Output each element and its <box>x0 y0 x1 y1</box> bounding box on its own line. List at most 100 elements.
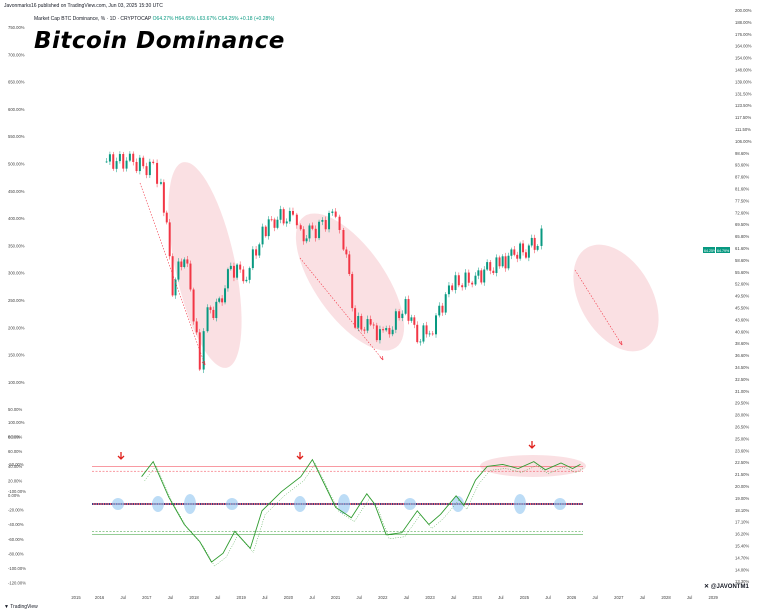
candle-body <box>331 211 334 213</box>
candle-body <box>391 329 394 335</box>
osc-histogram <box>152 496 164 512</box>
osc-zero-dot <box>135 503 137 505</box>
osc-zero-dot <box>353 503 355 505</box>
right-tick-label: 69.50% <box>735 222 749 227</box>
osc-zero-dot <box>130 503 132 505</box>
osc-zero-dot <box>416 503 418 505</box>
candle-body <box>369 319 372 325</box>
candle-body <box>540 228 543 246</box>
candle-body <box>530 237 533 246</box>
osc-zero-dot <box>372 503 374 505</box>
osc-zero-dot <box>272 503 274 505</box>
osc-zero-dot <box>572 503 574 505</box>
candle-body <box>245 279 248 282</box>
candle-body <box>519 243 522 259</box>
candle-body <box>142 157 145 167</box>
candle-body <box>105 161 108 163</box>
osc-zero-dot <box>178 503 180 505</box>
candle-body <box>328 212 331 230</box>
candle-body <box>291 210 294 215</box>
candle-body <box>279 209 282 220</box>
osc-zero-dot <box>444 503 446 505</box>
candle-body <box>168 222 171 257</box>
x-tick-label: 2022 <box>378 595 388 600</box>
right-tick-label: 87.60% <box>735 175 749 180</box>
x-tick-label: 2016 <box>95 595 105 600</box>
oscillator <box>92 441 584 567</box>
osc-zero-dot <box>336 503 338 505</box>
osc-zero-dot <box>248 503 250 505</box>
candle-body <box>428 333 431 335</box>
left-tick-label: 50.00% <box>8 407 22 412</box>
osc-zero-dot <box>128 503 130 505</box>
candle-body <box>311 225 314 229</box>
x-tick-label: 2027 <box>614 595 624 600</box>
candle-body <box>183 259 186 268</box>
osc-zero-dot <box>171 503 173 505</box>
candle-body <box>357 315 360 328</box>
candle-body <box>273 219 276 228</box>
trend-arrow-line <box>139 182 206 366</box>
right-tick-label: 45.50% <box>735 306 749 311</box>
x-tick-label: Jul <box>168 595 173 600</box>
osc-zero-dot <box>197 503 199 505</box>
candle-body <box>363 329 366 331</box>
osc-zero-dot <box>322 503 324 505</box>
candle-body <box>516 254 519 259</box>
candle-body <box>407 299 410 321</box>
osc-zero-dot <box>389 503 391 505</box>
right-tick-label: 25.00% <box>735 436 749 441</box>
osc-zero-dot <box>483 503 485 505</box>
author-handle-text: @JAVONTM1 <box>710 584 749 590</box>
tradingview-icon: ▼ <box>4 604 9 610</box>
osc-zero-dot <box>255 503 257 505</box>
candle-body <box>186 259 189 264</box>
candle-body <box>385 327 388 331</box>
osc-zero-dot <box>358 503 360 505</box>
right-tick-label: 49.50% <box>735 294 749 299</box>
osc-histogram <box>554 498 566 510</box>
candle-body <box>489 262 492 271</box>
right-tick-label: 14.70% <box>735 555 749 560</box>
osc-zero-dot <box>377 503 379 505</box>
x-tick-label: 2024 <box>473 595 483 600</box>
osc-zero-dot <box>576 503 578 505</box>
left-tick-label: 500.00% <box>8 162 25 167</box>
candle-body <box>334 211 337 217</box>
right-tick-label: 21.50% <box>735 472 749 477</box>
right-tick-label: 22.50% <box>735 460 749 465</box>
x-tick-label: 2028 <box>661 595 671 600</box>
osc-zero-dot <box>502 503 504 505</box>
osc-zero-dot <box>281 503 283 505</box>
right-tick-label: 14.00% <box>735 567 749 572</box>
x-tick-label: 2021 <box>331 595 341 600</box>
osc-zero-dot <box>473 503 475 505</box>
tradingview-label: TradingView <box>10 604 38 610</box>
osc-zero-dot <box>375 503 377 505</box>
osc-zero-dot <box>363 503 365 505</box>
osc-zero-dot <box>288 503 290 505</box>
osc-zero-dot <box>384 503 386 505</box>
right-tick-label: 40.60% <box>735 329 749 334</box>
candle-body <box>159 182 162 184</box>
candle-body <box>218 298 221 302</box>
left-tick-label: 0.00% <box>8 435 20 440</box>
osc-zero-dot <box>224 503 226 505</box>
osc-zero-dot <box>500 503 502 505</box>
osc-zero-dot <box>125 503 127 505</box>
osc-zero-dot <box>485 503 487 505</box>
osc-zero-dot <box>387 503 389 505</box>
osc-zero-dot <box>488 503 490 505</box>
highlight-ellipse <box>295 213 405 351</box>
osc-zero-dot <box>332 503 334 505</box>
candle-body <box>174 279 177 296</box>
candle-body <box>351 274 354 309</box>
candle-body <box>447 285 450 295</box>
symbol-name: Market Cap BTC Dominance, % · 1D · CRYPT… <box>34 16 152 22</box>
osc-zero-dot <box>512 503 514 505</box>
x-tick-label: Jul <box>121 595 126 600</box>
osc-zero-dot <box>183 503 185 505</box>
candle-body <box>108 154 111 162</box>
right-tick-label: 23.60% <box>735 448 749 453</box>
osc-zero-dot <box>132 503 134 505</box>
